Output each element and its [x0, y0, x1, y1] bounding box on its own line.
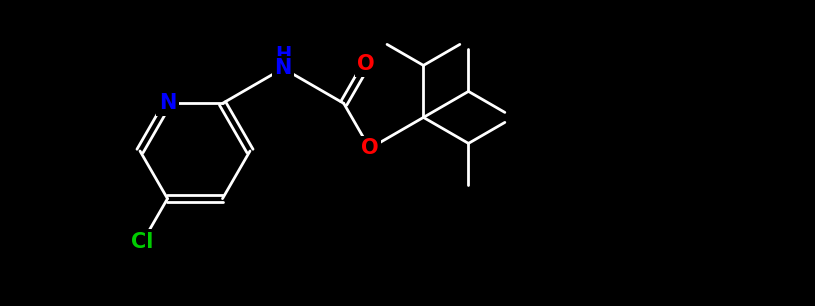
Text: Cl: Cl [131, 232, 154, 252]
Text: O: O [361, 138, 378, 159]
Text: O: O [358, 54, 375, 74]
Text: N: N [275, 58, 292, 78]
Text: H: H [275, 45, 291, 64]
Text: N: N [159, 93, 176, 113]
